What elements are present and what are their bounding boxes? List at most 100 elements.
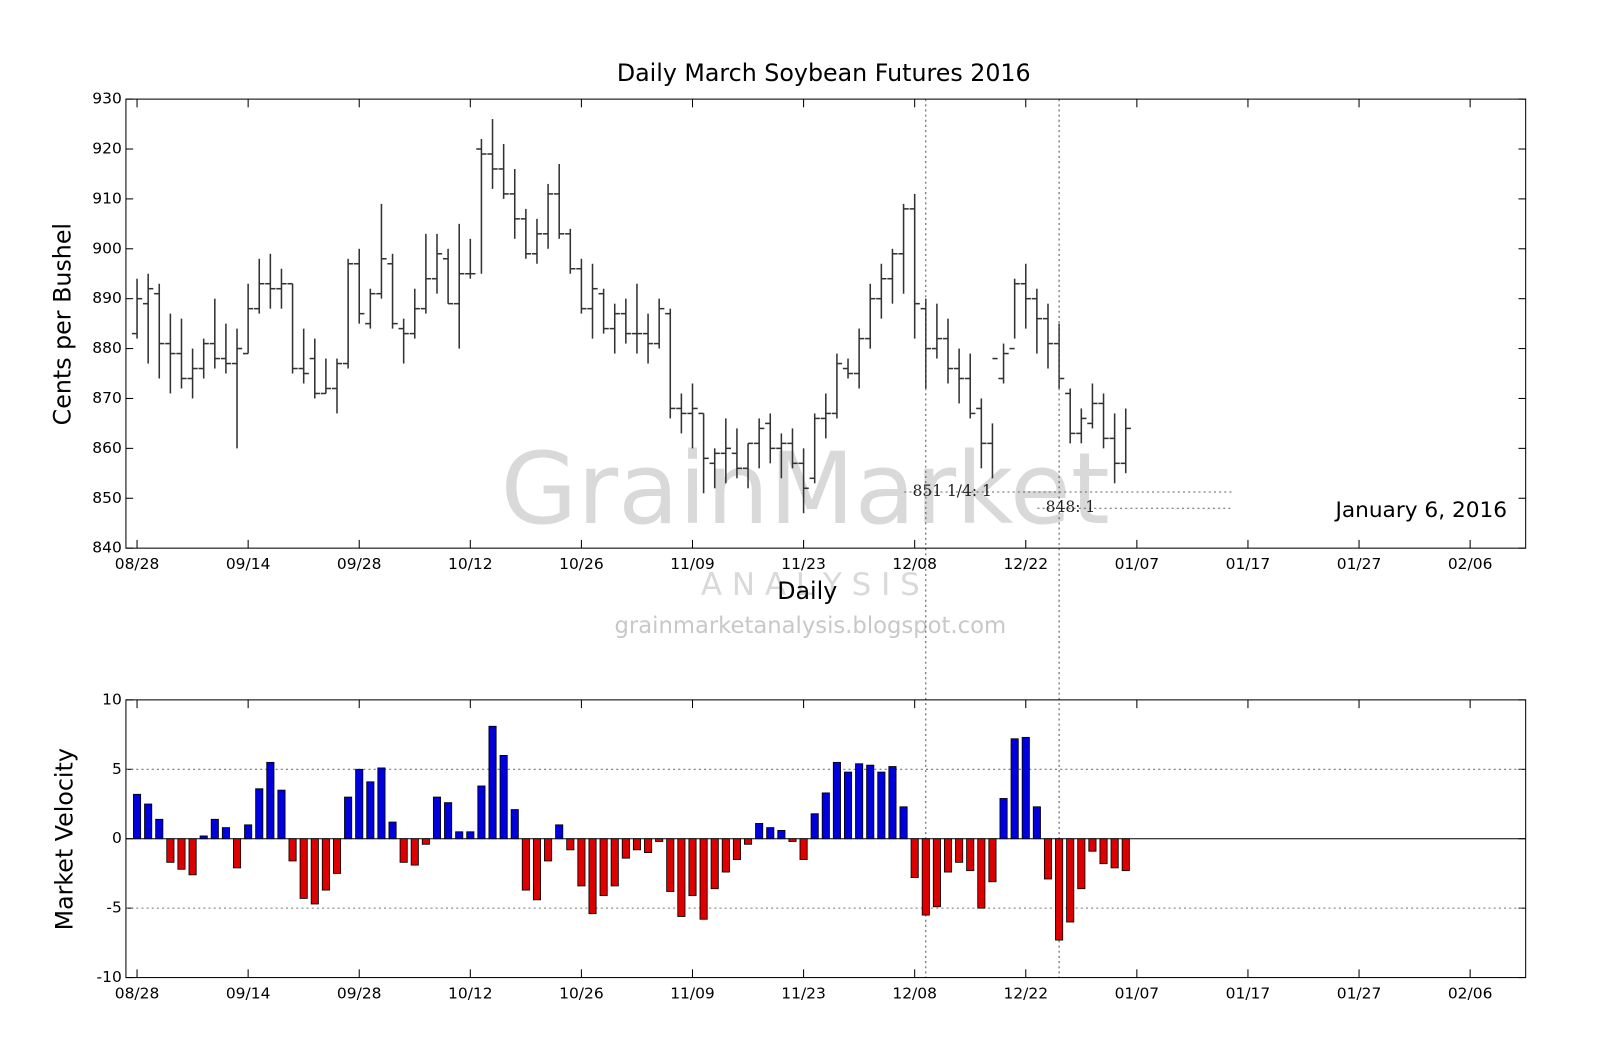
bar <box>677 838 686 917</box>
bar <box>466 831 475 840</box>
bar <box>1110 838 1119 869</box>
y-tick-label: 910 <box>92 189 122 207</box>
x-tick-label: 01/27 <box>1337 555 1382 573</box>
bar <box>455 831 464 840</box>
bar <box>632 838 641 851</box>
bar <box>732 838 741 860</box>
bar <box>155 818 164 840</box>
bar <box>1010 738 1019 840</box>
bar <box>366 781 375 840</box>
bar <box>521 838 530 891</box>
bar <box>955 838 964 863</box>
y-tick-label: 930 <box>92 90 122 108</box>
x-tick-label: 10/26 <box>559 555 604 573</box>
bar <box>721 838 730 873</box>
bar <box>188 838 197 876</box>
watermark-url: grainmarketanalysis.blogspot.com <box>615 613 1007 639</box>
bar <box>688 838 697 897</box>
bar <box>621 838 630 859</box>
bar <box>855 763 864 840</box>
bar <box>477 785 486 840</box>
bar <box>532 838 541 901</box>
bar <box>233 838 242 869</box>
bar <box>166 838 175 863</box>
y-tick-label: 0 <box>112 829 122 847</box>
bar <box>277 789 286 840</box>
bar <box>499 755 508 840</box>
x-tick-label: 12/22 <box>1003 985 1048 1003</box>
bar <box>699 838 708 920</box>
bar <box>355 768 364 840</box>
chart-title: Daily March Soybean Futures 2016 <box>617 59 1031 87</box>
bar <box>488 725 497 840</box>
bar <box>921 838 930 916</box>
bar <box>410 838 419 866</box>
x-tick-label: 01/17 <box>1226 555 1271 573</box>
x-tick-label: 08/28 <box>115 555 160 573</box>
bar <box>666 838 675 892</box>
bar <box>599 838 608 897</box>
bar <box>1055 838 1064 941</box>
y-tick-label: 870 <box>92 389 122 407</box>
y-axis-label: Cents per Bushel <box>49 223 77 425</box>
level-label: 851 1/4: 1 <box>913 482 992 500</box>
bar <box>199 835 208 840</box>
bar <box>610 838 619 887</box>
plot-frame <box>125 699 1527 979</box>
bar <box>310 838 319 905</box>
bar <box>644 838 653 854</box>
bar <box>399 838 408 863</box>
bar <box>932 838 941 908</box>
bar <box>177 838 186 870</box>
x-tick-label: 10/26 <box>559 985 604 1003</box>
bar <box>777 829 786 840</box>
bar <box>321 838 330 891</box>
bar <box>566 838 575 851</box>
x-tick-label: 12/08 <box>892 985 937 1003</box>
bar <box>788 838 797 842</box>
x-tick-label: 09/28 <box>337 985 382 1003</box>
y-tick-label: 840 <box>92 539 122 557</box>
bar <box>999 798 1008 840</box>
x-tick-label: 01/27 <box>1337 985 1382 1003</box>
bar <box>910 838 919 879</box>
bar <box>899 806 908 840</box>
bar <box>877 771 886 840</box>
bar <box>577 838 586 887</box>
bar <box>144 803 153 840</box>
x-tick-label: 10/12 <box>448 555 493 573</box>
watermark-name: GrainMarket <box>501 432 1110 547</box>
y-tick-label: 860 <box>92 439 122 457</box>
bar <box>755 823 764 840</box>
bar <box>1077 838 1086 890</box>
x-tick-label: 09/14 <box>226 985 271 1003</box>
bar <box>255 788 264 840</box>
y-tick-label: -5 <box>106 899 121 917</box>
bar <box>1021 736 1030 840</box>
bar <box>766 827 775 840</box>
y-tick-label: 890 <box>92 289 122 307</box>
bar <box>444 802 453 840</box>
x-tick-label: 11/23 <box>781 555 826 573</box>
bar <box>821 792 830 840</box>
bar <box>544 838 553 862</box>
x-tick-label: 02/06 <box>1448 555 1493 573</box>
x-tick-label: 10/12 <box>448 985 493 1003</box>
bar <box>832 761 841 840</box>
bar <box>244 824 253 840</box>
bar <box>799 838 808 860</box>
bar <box>555 824 564 840</box>
bar <box>943 838 953 873</box>
plot-frame <box>125 98 1527 549</box>
bar <box>421 838 430 845</box>
bar <box>377 767 386 840</box>
bar <box>1066 838 1075 923</box>
x-tick-label: 02/06 <box>1448 985 1493 1003</box>
date-label: January 6, 2016 <box>1333 498 1507 523</box>
bar <box>710 838 719 890</box>
x-tick-label: 12/08 <box>892 555 937 573</box>
level-label: 848: 1 <box>1046 498 1096 516</box>
bar <box>133 793 142 840</box>
